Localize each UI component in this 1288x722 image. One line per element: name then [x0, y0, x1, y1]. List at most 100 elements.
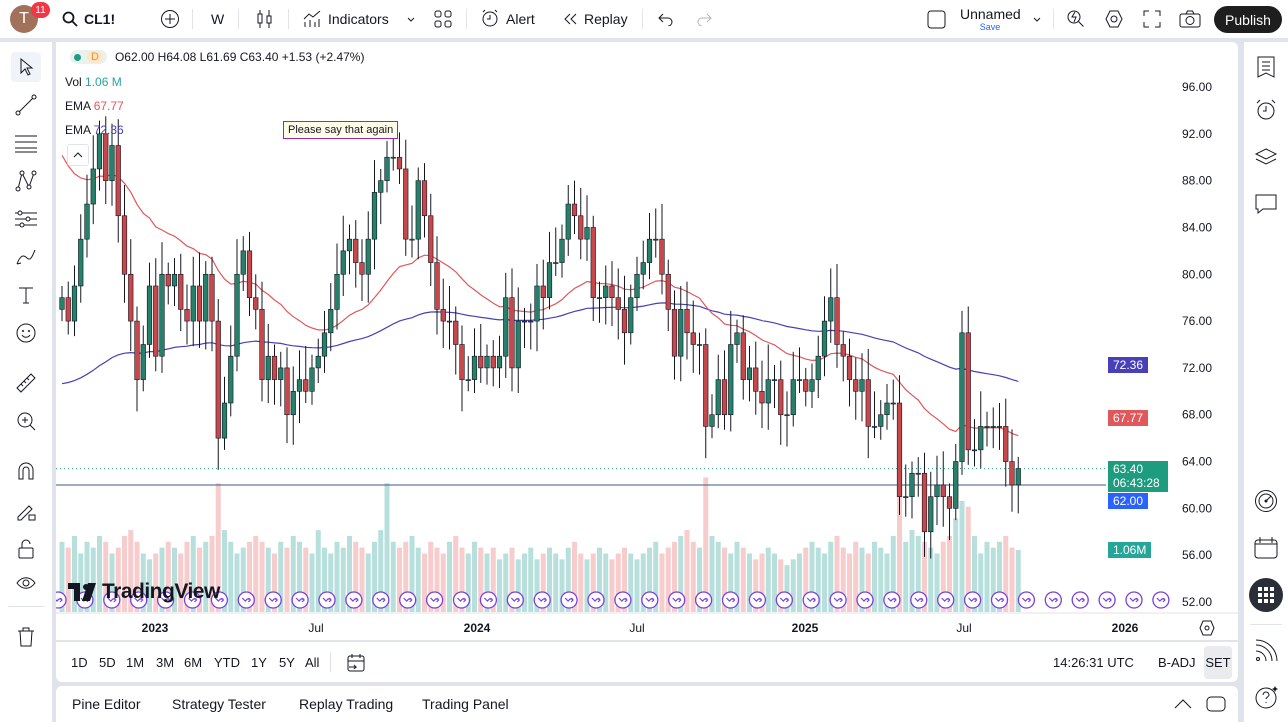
rollover-event-icon[interactable] — [963, 591, 982, 609]
text-tool[interactable] — [11, 280, 41, 310]
hide-drawings-tool[interactable] — [11, 570, 41, 600]
quick-search-button[interactable] — [1066, 0, 1086, 38]
rollover-event-icon[interactable] — [1152, 591, 1170, 609]
range-5d[interactable]: 5D — [99, 655, 116, 670]
clock[interactable]: 14:26:31 UTC — [1053, 655, 1134, 670]
range-1d[interactable]: 1D — [71, 655, 88, 670]
rollover-event-icon[interactable] — [1071, 591, 1089, 609]
expand-panel-button[interactable] — [1173, 686, 1193, 722]
rollover-event-icon[interactable] — [1044, 591, 1062, 609]
products-button[interactable] — [1249, 578, 1283, 612]
rollover-event-icon[interactable] — [345, 591, 363, 609]
session-toggle[interactable]: SET — [1204, 646, 1232, 679]
rollover-event-icon[interactable] — [1098, 591, 1116, 609]
measure-tool[interactable] — [11, 368, 41, 398]
tab-replay-trading[interactable]: Replay Trading — [299, 696, 394, 712]
rollover-event-icon[interactable] — [291, 591, 309, 609]
compare-symbol-button[interactable] — [160, 0, 180, 38]
price-chart[interactable]: 96.00 92.00 88.00 84.00 80.00 76.00 72.00 68.00… — [56, 42, 1238, 640]
rollover-event-icon[interactable] — [533, 591, 551, 609]
rollover-event-icon[interactable] — [56, 591, 67, 609]
rollover-event-icon[interactable] — [318, 591, 336, 609]
layout-dropdown[interactable] — [1032, 0, 1042, 38]
rollover-event-icon[interactable] — [372, 591, 390, 609]
tab-trading-panel[interactable]: Trading Panel — [422, 696, 509, 712]
rollover-event-icon[interactable] — [425, 591, 444, 609]
chart-type-button[interactable] — [256, 0, 274, 38]
fib-tool[interactable] — [11, 128, 41, 158]
undo-button[interactable] — [658, 0, 674, 38]
replay-button[interactable]: Replay — [562, 0, 628, 38]
go-to-date-button[interactable] — [346, 642, 366, 683]
redo-button[interactable] — [696, 0, 712, 38]
range-5y[interactable]: 5Y — [279, 655, 295, 670]
range-all[interactable]: All — [305, 655, 320, 670]
alert-button[interactable]: Alert — [480, 0, 535, 38]
range-ytd[interactable]: YTD — [214, 655, 240, 670]
rollover-event-icon[interactable] — [802, 591, 820, 609]
magnet-tool[interactable] — [11, 456, 41, 486]
symbol-search-button[interactable]: CL1! — [62, 0, 115, 38]
help-button[interactable] — [1251, 682, 1281, 712]
tab-strategy-tester[interactable]: Strategy Tester — [172, 696, 266, 712]
rollover-event-icon[interactable] — [641, 591, 659, 609]
layout-templates-button[interactable] — [434, 0, 452, 38]
save-link[interactable]: Save — [979, 22, 1001, 32]
chat-button[interactable] — [1251, 189, 1281, 219]
cursor-tool[interactable] — [11, 52, 41, 82]
rollover-event-icon[interactable] — [452, 591, 471, 609]
adjustment-toggle[interactable]: B-ADJ — [1158, 655, 1196, 670]
rollover-event-icon[interactable] — [237, 591, 255, 609]
forecast-tool[interactable] — [11, 204, 41, 234]
alerts-button[interactable] — [1251, 95, 1281, 125]
keep-drawing-tool[interactable] — [11, 496, 41, 526]
rollover-event-icon[interactable] — [775, 591, 793, 609]
streams-button[interactable] — [1251, 636, 1281, 666]
layout-button[interactable] — [927, 0, 946, 38]
rollover-event-icon[interactable] — [560, 591, 578, 609]
brush-tool[interactable] — [11, 242, 41, 272]
rollover-event-icon[interactable] — [829, 591, 847, 609]
ema-legend-blue[interactable]: EMA 72.36 — [65, 123, 124, 137]
remove-drawings-tool[interactable] — [11, 622, 41, 652]
rollover-event-icon[interactable] — [937, 591, 955, 609]
screener-button[interactable] — [1251, 486, 1281, 516]
volume-legend[interactable]: Vol 1.06 M — [65, 75, 122, 89]
market-status[interactable]: D — [70, 50, 107, 64]
rollover-event-icon[interactable] — [210, 591, 229, 609]
interval-button[interactable]: W — [211, 0, 224, 38]
rollover-event-icon[interactable] — [1017, 591, 1036, 609]
rollover-event-icon[interactable] — [264, 591, 282, 609]
object-tree-button[interactable] — [1251, 143, 1281, 173]
watchlist-button[interactable] — [1251, 52, 1281, 82]
axis-settings-button[interactable] — [1199, 620, 1215, 639]
fullscreen-button[interactable] — [1143, 0, 1161, 38]
rollover-event-icon[interactable] — [1125, 591, 1143, 609]
rollover-event-icon[interactable] — [479, 591, 498, 609]
rollover-event-icon[interactable] — [587, 591, 605, 609]
indicators-button[interactable]: Indicators — [302, 0, 389, 38]
rollover-event-icon[interactable] — [748, 591, 767, 609]
indicators-dropdown[interactable] — [406, 0, 416, 38]
range-1m[interactable]: 1M — [126, 655, 145, 670]
rollover-event-icon[interactable] — [883, 591, 901, 609]
layout-name-button[interactable]: Unnamed Save — [960, 6, 1021, 32]
rollover-event-icon[interactable] — [668, 591, 686, 609]
trend-line-tool[interactable] — [11, 90, 41, 120]
rollover-event-icon[interactable] — [721, 591, 740, 609]
maximize-panel-button[interactable] — [1206, 686, 1226, 722]
snapshot-button[interactable] — [1179, 0, 1201, 38]
calendar-button[interactable] — [1251, 533, 1281, 563]
tab-pine-editor[interactable]: Pine Editor — [72, 696, 141, 712]
rollover-event-icon[interactable] — [694, 591, 713, 609]
pattern-tool[interactable] — [11, 166, 41, 196]
rollover-event-icon[interactable] — [183, 591, 202, 609]
rollover-event-icon[interactable] — [156, 591, 175, 609]
rollover-event-icon[interactable] — [990, 591, 1009, 609]
range-6m[interactable]: 6M — [184, 655, 203, 670]
range-3m[interactable]: 3M — [156, 655, 175, 670]
rollover-event-icon[interactable] — [614, 591, 632, 609]
chart-pane[interactable]: 96.00 92.00 88.00 84.00 80.00 76.00 72.00 68.00… — [56, 42, 1238, 640]
rollover-event-icon[interactable] — [103, 591, 121, 609]
range-1y[interactable]: 1Y — [251, 655, 267, 670]
